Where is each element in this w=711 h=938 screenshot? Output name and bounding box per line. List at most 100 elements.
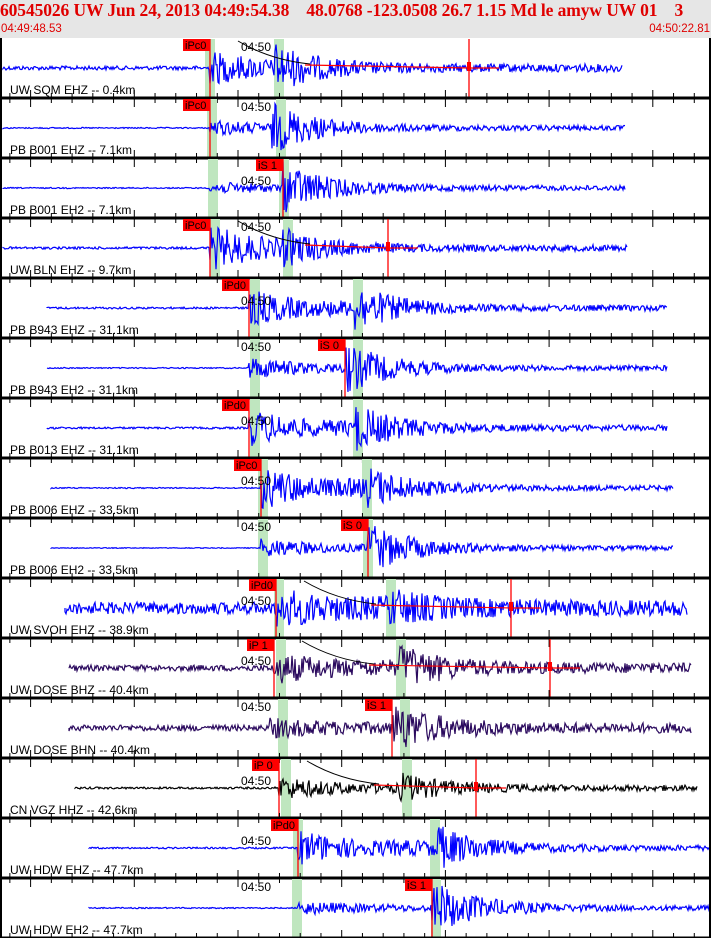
coda-decay-curve xyxy=(237,40,311,65)
time-tick-label: 04:50 xyxy=(241,520,271,534)
phase-pick-flag[interactable] xyxy=(365,699,392,711)
phase-pick-flag[interactable] xyxy=(252,759,279,771)
phase-pick-label: iS 1 xyxy=(407,880,426,892)
time-tick-label: 04:50 xyxy=(241,654,271,668)
waveform-trace xyxy=(46,407,668,451)
phase-pick-label: iS 0 xyxy=(320,340,339,352)
coda-end-marker-block xyxy=(474,782,478,791)
pick-window xyxy=(258,459,268,518)
phase-pick-label: iS 0 xyxy=(343,520,362,532)
time-tick-label: 04:50 xyxy=(241,340,271,354)
station-label: UW HDW EHZ -- 47.7km xyxy=(10,863,143,877)
time-tick-label: 04:50 xyxy=(241,220,271,234)
phase-pick-flag[interactable] xyxy=(341,519,368,531)
trace-panel[interactable]: iS 1 04:50 PB B001 EH2 -- 7.1km xyxy=(0,159,711,227)
station-label: PB B001 EH2 -- 7.1km xyxy=(10,203,131,217)
time-tick-label: 04:50 xyxy=(241,834,271,848)
trace-panel[interactable]: iPc0 04:50 PB B006 EHZ -- 33.5km xyxy=(0,459,711,527)
trace-panel[interactable]: iPc0 04:50 PB B001 EHZ -- 7.1km xyxy=(0,99,711,167)
phase-pick-flag[interactable] xyxy=(271,819,298,831)
waveform-trace xyxy=(2,101,626,151)
pick-window xyxy=(250,339,260,398)
pick-window xyxy=(402,759,412,818)
station-label: PB B006 EHZ -- 33.5km xyxy=(10,503,139,517)
trace-panel[interactable]: iS 1 04:50 UW DOSE BHN -- 40.4km xyxy=(0,699,711,767)
phase-pick-flag[interactable] xyxy=(183,99,210,111)
phase-pick-label: iS 1 xyxy=(258,160,277,172)
phase-pick-flag[interactable] xyxy=(249,579,276,591)
phase-pick-label: iPd0 xyxy=(251,580,273,592)
waveform-trace xyxy=(46,291,668,330)
phase-pick-flag[interactable] xyxy=(183,219,210,231)
phase-pick-label: iP 1 xyxy=(249,640,268,652)
phase-pick-flag[interactable] xyxy=(234,459,261,471)
phase-pick-label: iPc0 xyxy=(236,460,257,472)
time-tick-label: 04:50 xyxy=(241,100,271,114)
waveform-trace xyxy=(68,644,692,684)
pick-window xyxy=(208,159,218,218)
station-label: PB B943 EHZ -- 31.1km xyxy=(10,323,139,337)
time-tick-label: 04:50 xyxy=(241,294,271,308)
phase-pick-flag[interactable] xyxy=(318,339,345,351)
pick-window xyxy=(281,759,291,818)
station-label: UW HDW EH2 -- 47.7km xyxy=(10,923,143,937)
trace-panel[interactable]: iPc0 04:50 UW SQM EHZ -- 0.4km xyxy=(0,39,711,107)
trace-panel[interactable]: iP 0 04:50 CN VGZ HHZ -- 42.6km xyxy=(0,759,711,827)
pick-window xyxy=(276,99,286,158)
time-tick-label: 04:50 xyxy=(241,40,271,54)
coda-decay-curve xyxy=(303,580,377,605)
window-start-time: 04:49:48.53 xyxy=(1,23,62,35)
pick-window xyxy=(430,819,440,878)
station-label: PB B013 EHZ -- 31.1km xyxy=(10,443,139,457)
phase-pick-flag[interactable] xyxy=(405,879,432,891)
pick-window xyxy=(400,699,410,758)
trace-panel[interactable]: iPd0 04:50 PB B013 EHZ -- 31.1km xyxy=(0,399,711,467)
trace-panel[interactable]: iS 1 04:50 UW HDW EH2 -- 47.7km xyxy=(0,879,711,938)
coda-decay-curve xyxy=(306,760,380,785)
waveform-trace xyxy=(46,347,668,392)
waveform-trace xyxy=(88,826,711,868)
trace-panel[interactable]: iPd0 04:50 PB B943 EHZ -- 31.1km xyxy=(0,279,711,347)
waveform-trace xyxy=(64,589,688,627)
coda-end-marker-block xyxy=(548,662,552,671)
waveform-trace xyxy=(74,772,698,803)
window-end-time: 04:50:22.81 xyxy=(649,23,710,35)
phase-pick-flag[interactable] xyxy=(247,639,274,651)
phase-pick-label: iP 0 xyxy=(254,760,273,772)
trace-panel[interactable]: iPc0 04:50 UW BLN EHZ -- 9.7km xyxy=(0,219,711,287)
coda-decay-curve xyxy=(237,220,311,245)
waveform-trace xyxy=(88,885,711,927)
time-tick-label: 04:50 xyxy=(241,700,271,714)
station-label: PB B006 EH2 -- 33.5km xyxy=(10,563,138,577)
phase-pick-flag[interactable] xyxy=(222,279,249,291)
station-label: CN VGZ HHZ -- 42.6km xyxy=(10,803,137,817)
phase-pick-label: iPc0 xyxy=(185,100,206,112)
waveform-trace xyxy=(68,706,692,748)
pick-window xyxy=(353,339,363,398)
phase-pick-label: iPd0 xyxy=(273,820,295,832)
phase-pick-label: iS 1 xyxy=(367,700,386,712)
trace-panel[interactable]: iS 0 04:50 PB B943 EH2 -- 31.1km xyxy=(0,339,711,407)
event-header: 60545026 UW Jun 24, 2013 04:49:54.38 48.… xyxy=(0,0,711,38)
phase-pick-flag[interactable] xyxy=(222,399,249,411)
pick-window xyxy=(396,639,406,698)
phase-pick-flag[interactable] xyxy=(256,159,283,171)
trace-panel[interactable]: iS 0 04:50 PB B006 EH2 -- 33.5km xyxy=(0,519,711,587)
time-tick-label: 04:50 xyxy=(241,174,271,188)
seismogram-panels[interactable]: iPc0 04:50 UW SQM EHZ -- 0.4km iPc0 04:50 PB … xyxy=(0,38,711,938)
phase-pick-flag[interactable] xyxy=(183,39,210,51)
waveform-trace xyxy=(50,468,674,509)
phase-pick-label: iPd0 xyxy=(224,280,246,292)
station-label: UW DOSE BHN -- 40.4km xyxy=(10,743,150,757)
coda-end-marker-block xyxy=(386,242,390,251)
phase-pick-label: iPc0 xyxy=(185,220,206,232)
pick-window xyxy=(386,579,396,638)
time-tick-label: 04:50 xyxy=(241,880,271,894)
coda-end-marker-block xyxy=(467,62,471,71)
time-tick-label: 04:50 xyxy=(241,774,271,788)
time-tick-label: 04:50 xyxy=(241,594,271,608)
station-label: PB B943 EH2 -- 31.1km xyxy=(10,383,138,397)
